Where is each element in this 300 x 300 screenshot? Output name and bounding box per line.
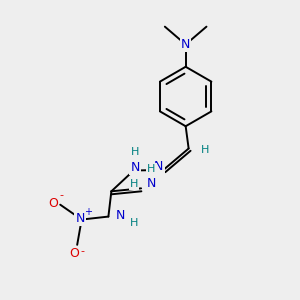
Text: N: N: [76, 212, 85, 225]
Text: H: H: [201, 145, 209, 155]
Text: -: -: [60, 190, 64, 200]
Text: H: H: [131, 147, 139, 157]
Text: N: N: [116, 208, 125, 222]
Text: H: H: [147, 164, 156, 174]
Text: -: -: [80, 246, 85, 256]
Text: H: H: [130, 179, 138, 189]
Text: N: N: [154, 160, 164, 173]
Text: O: O: [48, 197, 58, 210]
Text: N: N: [181, 38, 190, 51]
Text: N: N: [147, 177, 156, 190]
Text: O: O: [69, 247, 79, 260]
Text: +: +: [84, 207, 92, 217]
Text: N: N: [130, 161, 140, 174]
Text: H: H: [130, 218, 138, 227]
